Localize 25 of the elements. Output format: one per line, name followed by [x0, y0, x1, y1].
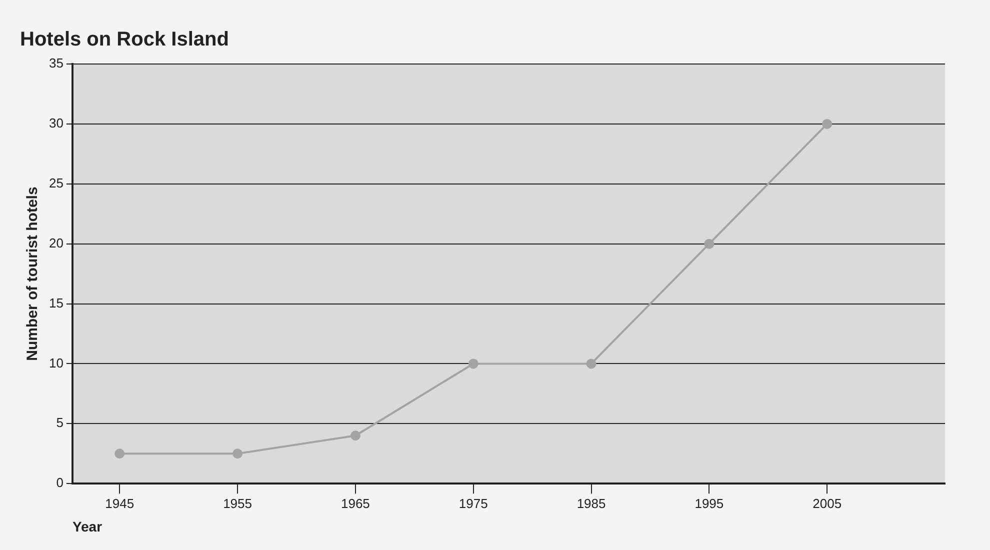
point: [586, 358, 596, 369]
y-tick-label: 10: [48, 355, 64, 370]
x-axis-title: Year: [72, 518, 103, 534]
point: [468, 358, 478, 369]
point: [704, 238, 714, 249]
chart-title: Hotels on Rock Island: [20, 28, 229, 51]
point: [114, 448, 125, 459]
y-tick-label: 30: [48, 116, 64, 131]
point: [232, 448, 243, 459]
x-tick-label: 1945: [105, 496, 134, 511]
x-tick-label: 1955: [223, 496, 252, 511]
point: [350, 430, 360, 441]
x-tick-label: 1965: [340, 496, 370, 511]
y-tick-label: 15: [48, 295, 64, 310]
y-axis-title: Number of tourist hotels: [24, 186, 42, 361]
x-tick-label: 1995: [694, 496, 724, 511]
x-tick-label: 1975: [458, 496, 488, 511]
y-tick-label: 5: [56, 415, 64, 430]
y-tick-label: 25: [48, 175, 64, 190]
x-tick-label: 1985: [576, 496, 606, 511]
y-tick-label: 0: [56, 475, 64, 490]
x-tick-label: 2005: [812, 496, 842, 511]
y-tick-label: 20: [48, 235, 64, 250]
y-tick-label: 35: [48, 56, 64, 71]
point: [822, 118, 832, 129]
